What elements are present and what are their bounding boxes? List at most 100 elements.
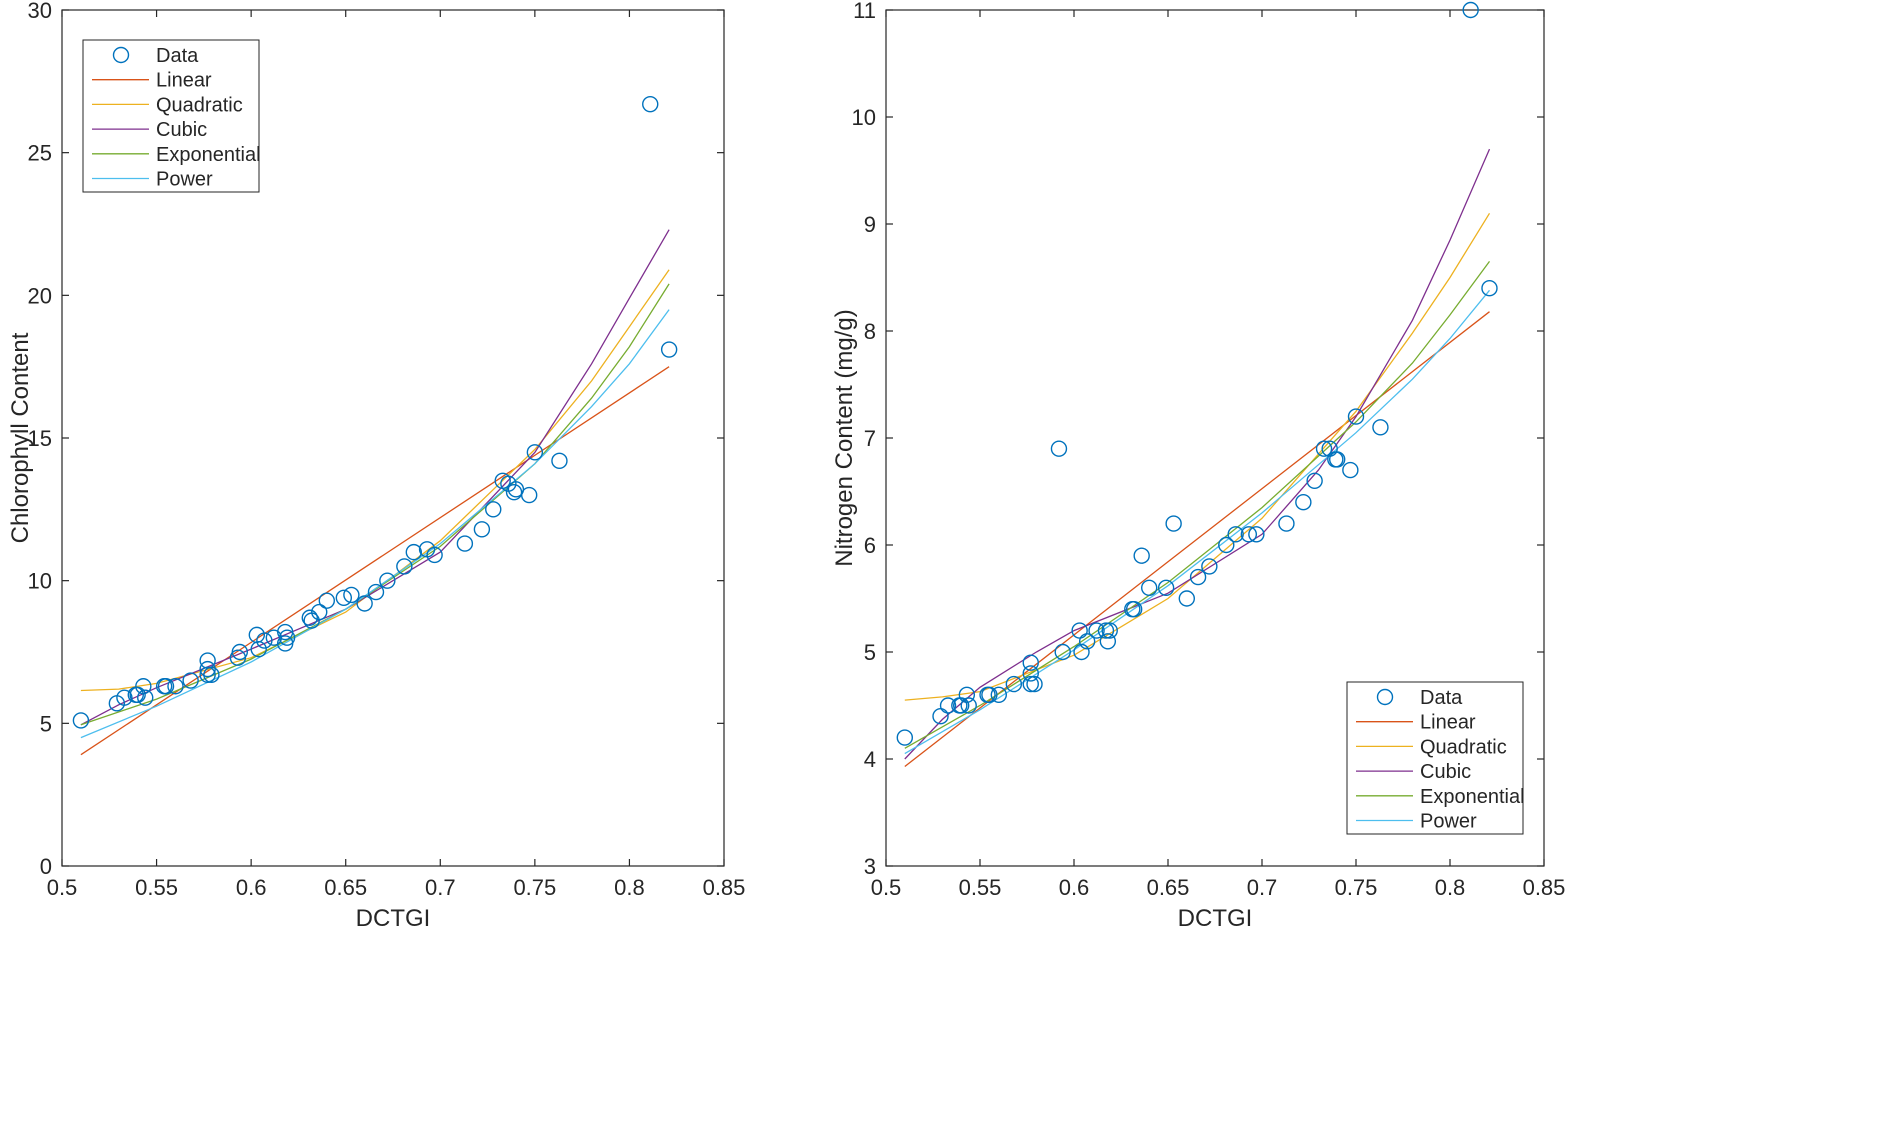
data-point: [157, 678, 175, 695]
legend-box: [82, 39, 260, 193]
legend-entry-exponential: Exponential: [92, 144, 261, 166]
data-point: [1306, 472, 1323, 489]
y-tick-label: 4: [864, 747, 876, 772]
data-point: [405, 543, 423, 561]
y-tick-label: 30: [28, 0, 52, 23]
series-line-quadratic: [904, 212, 1491, 701]
data-point: [1201, 558, 1218, 575]
y-tick-label: 3: [864, 854, 876, 879]
data-point: [990, 686, 1007, 703]
data-point: [473, 521, 491, 538]
x-tick-label: 0.7: [425, 875, 456, 900]
y-tick-label: 0: [40, 854, 52, 879]
data-point: [167, 678, 184, 695]
data-point: [526, 444, 544, 461]
legend-label: Exponential: [1420, 786, 1525, 808]
data-point: [1240, 526, 1258, 543]
data-point: [1099, 633, 1117, 650]
y-tick-label: 11: [853, 0, 876, 23]
series-line-exponential: [80, 283, 670, 726]
data-point: [660, 341, 678, 358]
data-point: [1178, 590, 1196, 607]
data-point: [199, 660, 216, 678]
x-axis-label: DCTGI: [356, 905, 431, 932]
data-point: [1189, 568, 1207, 586]
data-point: [135, 678, 152, 695]
data-point: [1278, 515, 1295, 532]
series-line-power: [904, 289, 1491, 755]
legend-entry-quadratic: Quadratic: [1356, 736, 1507, 758]
data-point: [318, 592, 335, 609]
y-tick-label: 10: [28, 569, 52, 594]
data-point: [1088, 622, 1105, 639]
data-point: [311, 603, 328, 621]
data-point: [231, 643, 248, 661]
x-tick-label: 0.85: [703, 875, 746, 900]
data-point: [356, 595, 373, 612]
legend-label: Linear: [1420, 712, 1476, 734]
data-point: [1022, 665, 1039, 682]
x-tick-label: 0.5: [871, 875, 902, 900]
chart-chlorophyll: 0.5 0.55 0.6 0.65 0.7 0.75 0.8 0.85 0 5 10 15 20 25 30…: [7, 0, 745, 932]
y-tick-label: 8: [864, 319, 876, 344]
x-tick-label: 0.5: [47, 875, 78, 900]
data-point: [129, 686, 146, 703]
y-tick-label: 20: [28, 283, 52, 308]
x-tick-label: 0.7: [1247, 875, 1278, 900]
data-point: [958, 686, 976, 703]
legend-entry-linear: Linear: [1356, 712, 1476, 734]
y-tick-label: 15: [28, 426, 52, 451]
data-point: [551, 452, 568, 470]
x-tick-label: 0.75: [1335, 875, 1378, 900]
data-point: [426, 546, 443, 564]
data-point: [137, 689, 154, 706]
legend-label: Power: [156, 169, 213, 191]
x-tick-label: 0.55: [959, 875, 1002, 900]
data-point: [1022, 654, 1039, 671]
y-tick-label: 5: [864, 640, 876, 665]
data-point: [335, 589, 353, 606]
data-point: [1295, 494, 1312, 511]
data-point: [116, 689, 133, 706]
y-axis-label: Chlorophyll Content: [7, 332, 34, 543]
legend-entry-data: Data: [112, 45, 199, 67]
legend-label: Quadratic: [1420, 736, 1507, 758]
data-point: [1140, 579, 1158, 596]
legend-entry-quadratic: Quadratic: [92, 94, 243, 116]
legend-label: Linear: [156, 70, 212, 92]
data-point: [343, 586, 360, 604]
legend-entry-cubic: Cubic: [92, 119, 207, 141]
legend-entry-power: Power: [92, 169, 213, 191]
data-point: [1133, 547, 1150, 564]
data-point: [1481, 280, 1498, 297]
x-tick-label: 0.65: [324, 875, 367, 900]
x-tick-label: 0.6: [236, 875, 267, 900]
data-point: [256, 632, 273, 649]
y-tick-label: 9: [864, 212, 876, 237]
data-point: [396, 558, 413, 575]
x-tick-label: 0.75: [513, 875, 556, 900]
data-point: [1022, 675, 1039, 693]
series-line-exponential: [904, 261, 1491, 749]
legend-entry-data: Data: [1376, 687, 1463, 709]
x-tick-label: 0.8: [614, 875, 645, 900]
data-point: [1248, 526, 1265, 543]
legend-label: Data: [156, 45, 199, 67]
y-tick-label: 6: [864, 533, 876, 558]
legend-label: Data: [1420, 687, 1463, 709]
x-axis-label: DCTGI: [1178, 905, 1253, 932]
data-point: [379, 572, 396, 589]
data-point: [456, 535, 474, 552]
y-tick-label: 10: [852, 105, 876, 130]
legend-entry-cubic: Cubic: [1356, 761, 1471, 783]
data-point: [520, 486, 538, 504]
data-point: [1078, 633, 1096, 650]
data-point: [203, 666, 220, 684]
data-point: [1347, 408, 1365, 425]
legend-box: [1346, 681, 1524, 835]
data-point: [367, 583, 385, 601]
data-point: [981, 686, 998, 703]
data-point: [1328, 451, 1346, 468]
data-point: [278, 629, 296, 646]
